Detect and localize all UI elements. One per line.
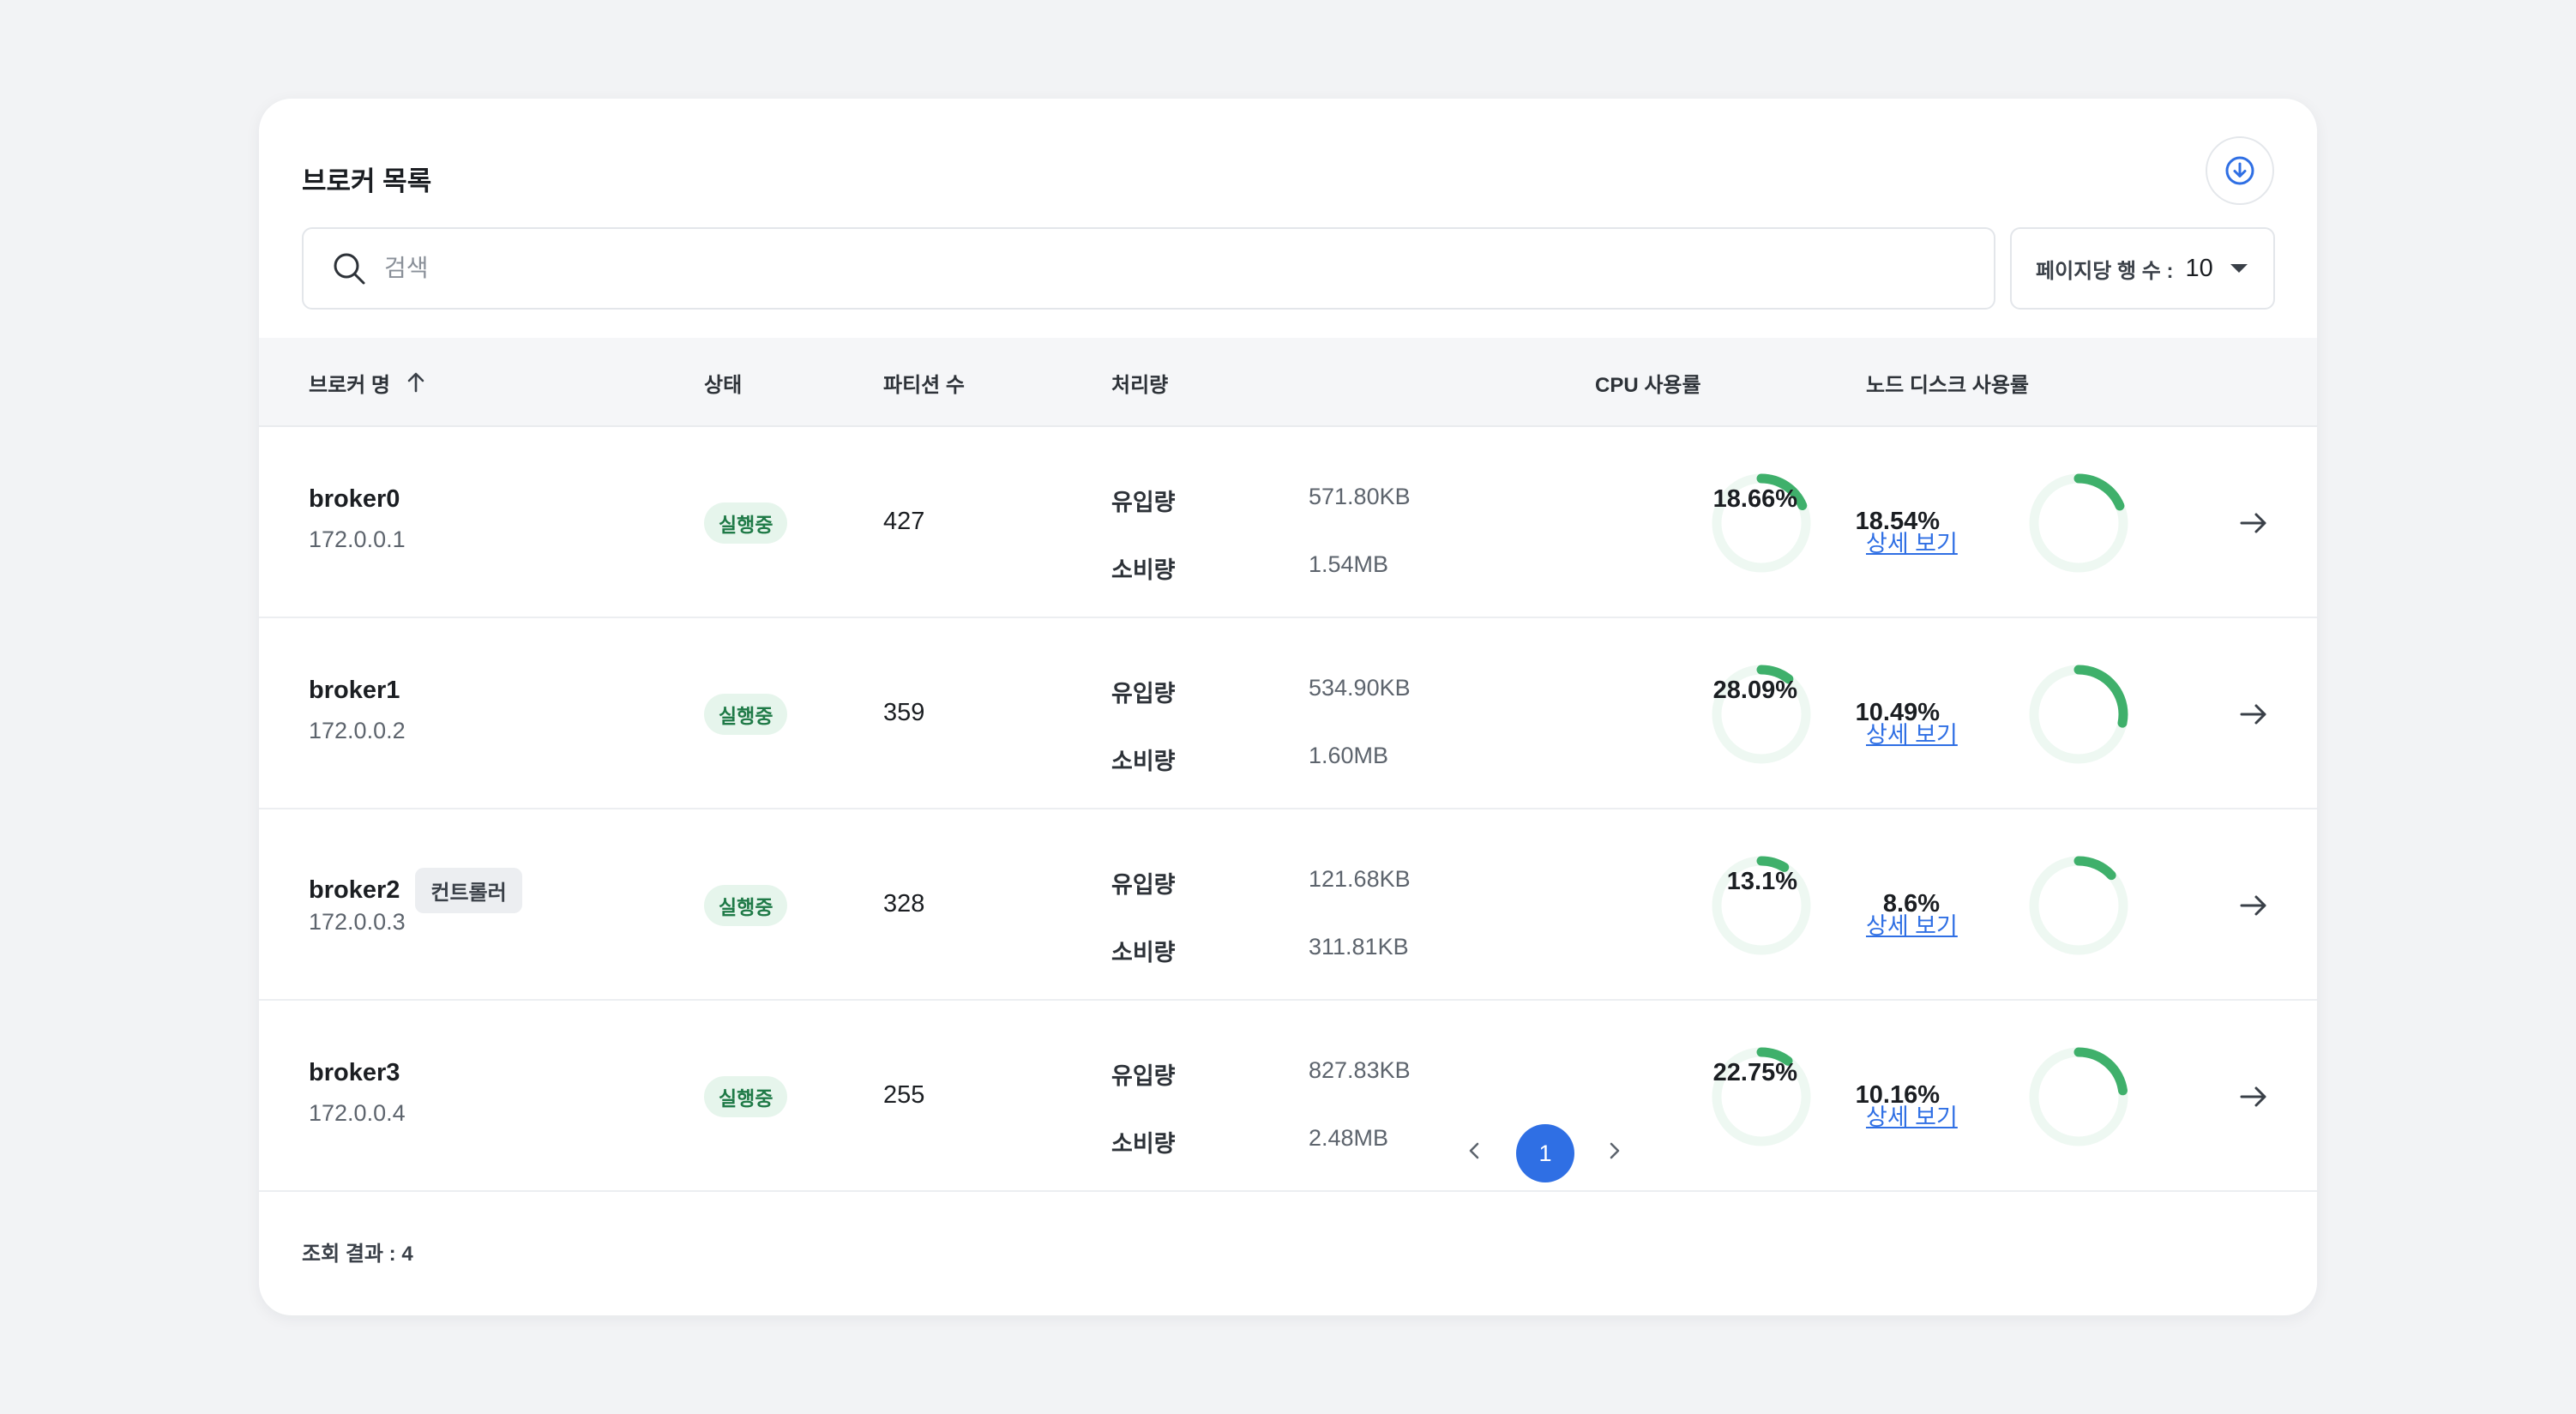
table-row[interactable]: broker3 172.0.0.4 실행중 255 유입량 827.83KB 소… [259,1001,2317,1192]
table-row[interactable]: broker0 172.0.0.1 실행중 427 유입량 571.80KB 소… [259,427,2317,618]
chevron-left-icon[interactable] [1461,1138,1487,1168]
disk-usage-ring [2029,1047,2128,1146]
outflow-label: 소비량 [1111,749,1176,774]
outflow-label: 소비량 [1111,557,1176,583]
inflow-value: 534.90KB [1309,675,1411,701]
arrow-right-icon[interactable] [2236,888,2271,923]
inflow-value: 827.83KB [1309,1057,1411,1083]
partition-count: 328 [883,890,925,918]
result-count: 조회 결과 : 4 [302,1243,413,1266]
broker-name-cell: broker0 [309,485,400,514]
outflow-value: 1.54MB [1309,551,1389,577]
column-disk: 노드 디스크 사용률 [1866,373,2029,397]
detail-link[interactable]: 상세 보기 [1866,531,1958,557]
partition-count: 427 [883,508,925,535]
arrow-right-icon[interactable] [2236,506,2271,540]
table-row[interactable]: broker1 172.0.0.2 실행중 359 유입량 534.90KB 소… [259,618,2317,809]
inflow-label: 유입량 [1111,1063,1176,1089]
chevron-right-icon[interactable] [1602,1138,1628,1168]
cpu-usage-ring [1712,473,1811,573]
outflow-value: 311.81KB [1309,934,1409,960]
disk-usage-ring [2029,665,2128,764]
detail-link[interactable]: 상세 보기 [1866,1104,1958,1130]
detail-link[interactable]: 상세 보기 [1866,913,1958,939]
search-bar[interactable] [302,227,1995,310]
cpu-usage-value: 18.54% [1855,508,1940,535]
column-broker-name[interactable]: 브로커 명 [309,338,428,427]
status-badge: 실행중 [704,694,788,735]
column-broker-name-label: 브로커 명 [309,373,390,397]
disk-usage-value: 18.66% [1712,485,1797,513]
disk-usage-value: 13.1% [1726,868,1797,895]
broker-name: broker1 [309,677,400,704]
download-circle-icon [2224,154,2256,187]
broker-ip: 172.0.0.3 [309,909,406,935]
inflow-label: 유입량 [1111,872,1176,898]
broker-name-cell: broker2 컨트롤러 [309,868,522,913]
outflow-label: 소비량 [1111,940,1176,966]
column-partitions: 파티션 수 [883,373,965,397]
status-badge: 실행중 [704,1076,788,1117]
status-badge: 실행중 [704,885,788,926]
inflow-label: 유입량 [1111,490,1176,515]
table-header: 브로커 명 상태 파티션 수 처리량 CPU 사용률 노드 디스크 사용률 [259,338,2317,427]
rows-per-page-label: 페이지당 행 수 : [2036,259,2174,283]
broker-name: broker2 [309,876,400,904]
broker-name-cell: broker1 [309,677,400,705]
table-row[interactable]: broker2 컨트롤러 172.0.0.3 실행중 328 유입량 121.6… [259,809,2317,1001]
broker-name-cell: broker3 [309,1059,400,1087]
cpu-usage-ring [1712,665,1811,764]
outflow-value: 2.48MB [1309,1125,1389,1151]
disk-usage-value: 28.09% [1712,677,1797,704]
disk-usage-ring [2029,856,2128,955]
broker-ip: 172.0.0.2 [309,718,406,743]
partition-count: 359 [883,699,925,726]
search-icon [331,250,367,286]
column-cpu: CPU 사용률 [1595,373,1701,397]
broker-name: broker3 [309,1059,400,1086]
page-title: 브로커 목록 [302,166,432,196]
cpu-usage-value: 10.16% [1855,1081,1940,1109]
search-input[interactable] [384,255,1928,282]
arrow-right-icon[interactable] [2236,1080,2271,1114]
cpu-usage-value: 10.49% [1855,699,1940,726]
broker-name: broker0 [309,485,400,513]
broker-ip: 172.0.0.4 [309,1100,406,1126]
detail-link[interactable]: 상세 보기 [1866,722,1958,748]
outflow-value: 1.60MB [1309,743,1389,768]
page-button-current[interactable]: 1 [1516,1124,1574,1182]
column-status: 상태 [704,373,743,397]
controller-badge: 컨트롤러 [415,868,522,913]
arrow-up-icon[interactable] [404,370,428,394]
cpu-usage-value: 8.6% [1882,890,1940,918]
disk-usage-value: 22.75% [1712,1059,1797,1086]
caret-down-icon [2230,264,2248,273]
inflow-value: 571.80KB [1309,484,1411,509]
cpu-usage-ring [1712,856,1811,955]
disk-usage-ring [2029,473,2128,573]
outflow-label: 소비량 [1111,1131,1176,1157]
rows-per-page-select[interactable]: 페이지당 행 수 : 10 [2010,227,2275,310]
broker-ip: 172.0.0.1 [309,526,406,552]
inflow-label: 유입량 [1111,681,1176,707]
broker-list-card: 브로커 목록 페이지당 행 수 : 10 브로커 명 [259,99,2317,1315]
download-button[interactable] [2206,136,2274,205]
status-badge: 실행중 [704,502,788,544]
column-throughput: 처리량 [1111,373,1169,397]
arrow-right-icon[interactable] [2236,697,2271,731]
rows-per-page-value: 10 [2185,254,2213,282]
cpu-usage-ring [1712,1047,1811,1146]
inflow-value: 121.68KB [1309,866,1411,892]
partition-count: 255 [883,1081,925,1109]
